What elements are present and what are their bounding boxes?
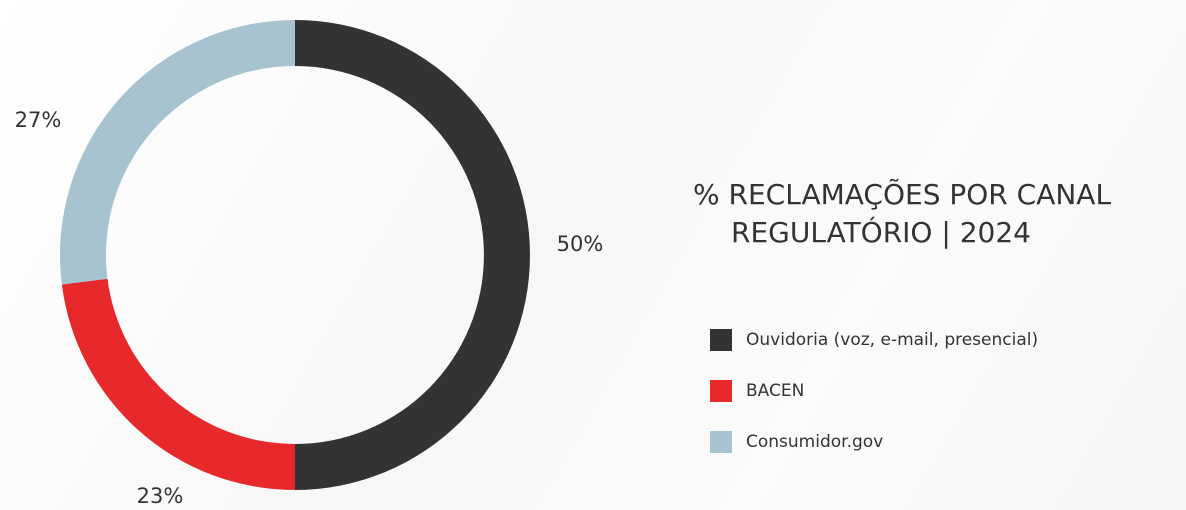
donut-segment <box>295 20 530 490</box>
donut-segment <box>61 278 296 490</box>
legend-swatch <box>710 379 732 402</box>
legend-label: Consumidor.gov <box>746 431 884 452</box>
legend-swatch <box>710 328 732 351</box>
legend-item: Ouvidoria (voz, e-mail, presencial) <box>710 314 1038 365</box>
legend: Ouvidoria (voz, e-mail, presencial) BACEN… <box>710 314 1038 467</box>
data-label: 50% <box>557 232 604 256</box>
chart-title: % RECLAMAÇÕES POR CANAL REGULATÓRIO | 20… <box>693 178 1112 249</box>
legend-item: BACEN <box>710 365 1038 416</box>
legend-swatch <box>710 430 732 453</box>
donut-segment <box>59 20 295 285</box>
data-label: 23% <box>137 484 184 508</box>
legend-label: BACEN <box>746 380 805 401</box>
legend-item: Consumidor.gov <box>710 416 1038 467</box>
data-label: 27% <box>15 108 62 132</box>
legend-label: Ouvidoria (voz, e-mail, presencial) <box>746 329 1039 350</box>
